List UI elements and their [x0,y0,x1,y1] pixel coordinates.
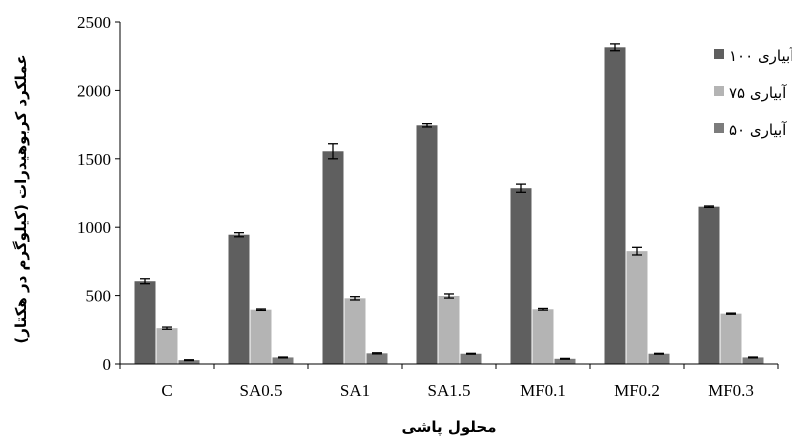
bar [698,206,720,364]
legend: آبیاری ۱۰۰ آبیاری ۷۵ آبیاری ۵۰ [714,47,792,139]
y-axis-ticks: 0 500 1000 1500 2000 2500 [77,13,120,374]
bar [438,296,460,364]
bar [134,281,156,364]
y-tick-label: 2000 [77,81,111,100]
bar [510,188,532,364]
y-tick-label: 2500 [77,13,111,32]
x-tick-label: MF0.2 [614,381,660,400]
error-bars-group [140,43,758,362]
legend-label: آبیاری ۷۵ [729,84,787,102]
legend-label: آبیاری ۱۰۰ [729,47,792,65]
legend-swatch [714,49,724,59]
legend-label: آبیاری ۵۰ [729,121,787,139]
y-axis-title: عملکرد کربوهیدرات (کیلوگرم در هکتار) [12,54,30,343]
bar [648,353,670,364]
bar [344,298,366,364]
y-tick-label: 500 [86,287,112,306]
x-tick-label: SA0.5 [240,381,283,400]
bar [272,357,294,364]
x-tick-label: MF0.1 [520,381,566,400]
bar [604,47,626,365]
bar [554,358,576,364]
bar [322,151,344,364]
bar [460,353,482,364]
bar [532,309,554,364]
bar [626,251,648,364]
bar [178,360,200,364]
x-tick-label: C [161,381,172,400]
y-tick-label: 0 [103,355,112,374]
y-tick-label: 1500 [77,150,111,169]
bar [742,357,764,364]
x-tick-label: SA1 [340,381,370,400]
bar [416,125,438,364]
y-tick-label: 1000 [77,218,111,237]
x-tick-label: SA1.5 [428,381,471,400]
bar [720,313,742,364]
bar [228,234,250,364]
x-axis-ticks: C SA0.5 SA1 SA1.5 MF0.1 MF0.2 MF0.3 [119,364,779,400]
legend-swatch [714,123,724,133]
x-tick-label: MF0.3 [708,381,754,400]
legend-swatch [714,86,724,96]
bar [156,328,178,364]
x-axis-title: محلول پاشی [401,418,496,437]
bar [250,309,272,364]
bars-group [134,47,764,365]
bar [366,353,388,364]
